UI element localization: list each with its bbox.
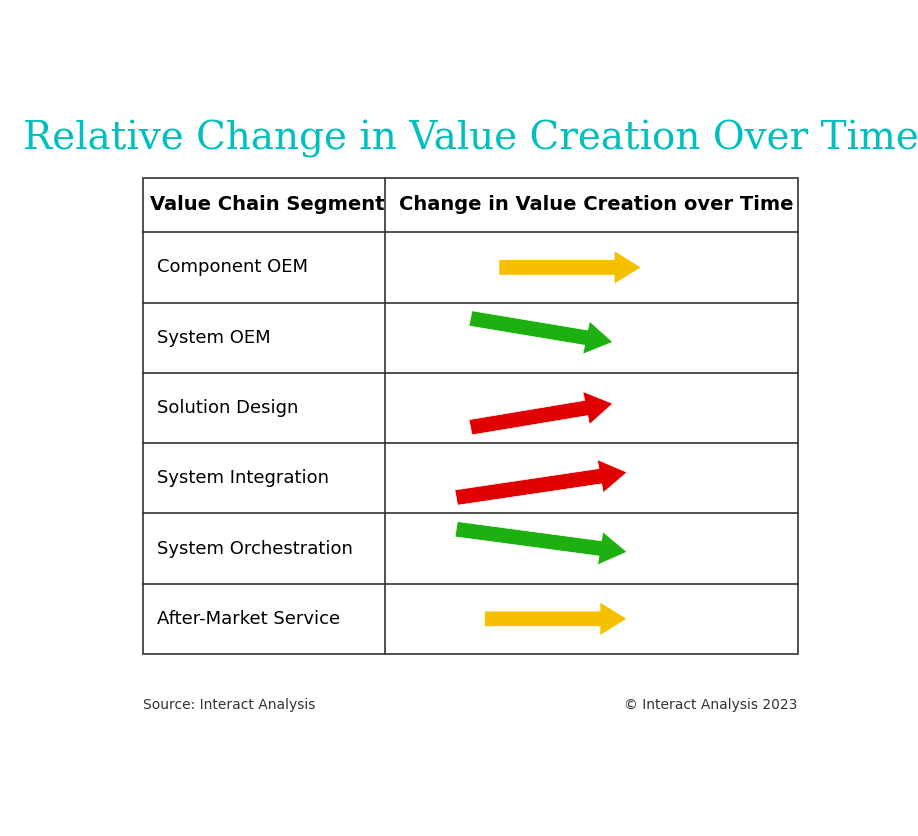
FancyArrow shape [499,251,642,284]
FancyArrow shape [455,522,627,565]
Bar [143,177,798,654]
Text: Component OEM: Component OEM [158,258,308,277]
Text: System Integration: System Integration [158,469,330,487]
Text: Solution Design: Solution Design [158,399,299,417]
Text: After-Market Service: After-Market Service [158,609,341,628]
Text: System Orchestration: System Orchestration [158,539,353,558]
Text: Change in Value Creation over Time: Change in Value Creation over Time [399,196,794,214]
Text: Relative Change in Value Creation Over Time: Relative Change in Value Creation Over T… [23,120,918,158]
FancyArrow shape [485,602,627,635]
FancyArrow shape [454,460,627,505]
Text: Value Chain Segment: Value Chain Segment [151,196,385,214]
FancyArrow shape [469,391,613,435]
FancyArrow shape [469,311,613,354]
Text: Source: Interact Analysis: Source: Interact Analysis [143,698,316,712]
Text: System OEM: System OEM [158,329,271,347]
Text: © Interact Analysis 2023: © Interact Analysis 2023 [624,698,798,712]
